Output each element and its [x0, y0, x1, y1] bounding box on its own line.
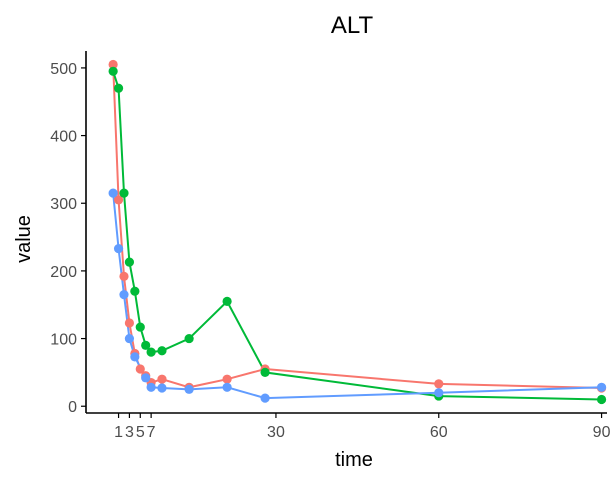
x-tick-label: 1	[114, 424, 123, 441]
data-point	[146, 347, 156, 357]
data-point	[130, 286, 140, 296]
data-point	[157, 383, 167, 393]
data-point	[141, 340, 151, 350]
data-point	[119, 271, 129, 281]
y-tick-label: 400	[50, 129, 77, 146]
x-tick-label: 90	[593, 424, 611, 441]
y-tick-label: 100	[50, 332, 77, 349]
data-point	[119, 289, 129, 300]
series-line	[112, 70, 602, 401]
data-point	[124, 257, 135, 267]
x-axis-title: time	[335, 449, 373, 471]
data-point	[113, 243, 124, 254]
series-line	[112, 192, 602, 400]
plot-area: 0 100 200 300 400 500 1 3 5 7 30 60 90	[50, 51, 611, 441]
data-point	[596, 382, 607, 392]
data-point	[108, 188, 118, 198]
data-point	[222, 374, 232, 384]
x-tick-label: 3	[125, 424, 134, 441]
data-point	[157, 346, 167, 356]
data-point	[135, 364, 145, 374]
y-tick-label: 500	[50, 61, 77, 78]
data-point	[124, 318, 135, 328]
data-point	[260, 393, 270, 403]
x-tick-label: 7	[147, 424, 156, 441]
y-tick-label: 200	[50, 264, 77, 281]
data-point	[113, 195, 124, 205]
y-tick-label: 0	[68, 399, 77, 416]
data-point	[141, 373, 151, 383]
data-point	[260, 367, 270, 378]
chart-title: ALT	[331, 12, 374, 39]
y-tick-label: 300	[50, 196, 77, 213]
data-point	[184, 333, 194, 344]
y-axis-title: value	[13, 215, 35, 263]
data-point	[222, 296, 232, 306]
x-tick-label: 30	[267, 424, 285, 441]
data-point	[135, 322, 145, 332]
x-tick-label: 5	[136, 424, 145, 441]
data-point	[222, 382, 232, 392]
data-point	[124, 333, 135, 344]
data-point	[184, 384, 194, 394]
data-point	[146, 382, 156, 392]
data-point	[130, 352, 140, 362]
data-point	[434, 388, 444, 398]
data-point	[434, 379, 444, 389]
data-point	[596, 394, 607, 405]
data-point	[119, 188, 129, 198]
data-point	[108, 59, 118, 70]
data-point	[108, 66, 118, 76]
data-point	[157, 374, 167, 384]
x-tick-label: 60	[430, 424, 448, 441]
data-point	[113, 83, 124, 93]
